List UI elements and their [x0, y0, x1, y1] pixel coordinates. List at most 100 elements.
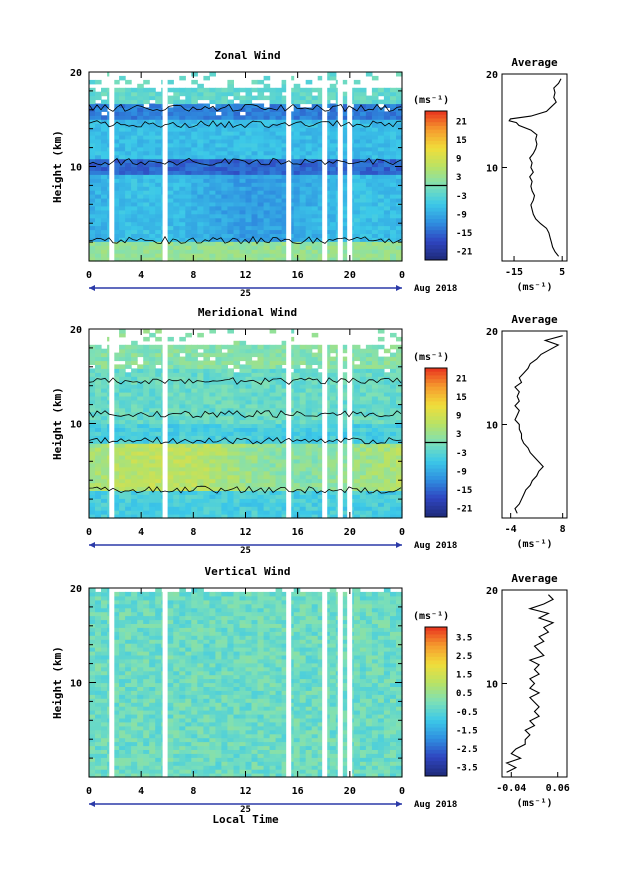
- heatmap-cell: [119, 198, 126, 203]
- heatmap-cell: [95, 372, 102, 377]
- heatmap-cell: [251, 150, 259, 156]
- heatmap-cell: [215, 178, 222, 183]
- heatmap-cell: [269, 154, 277, 160]
- heatmap-cell: [191, 190, 198, 195]
- colorbar-swatch: [425, 207, 447, 212]
- heatmap-cell: [179, 415, 186, 421]
- heatmap-cell: [341, 154, 349, 160]
- average-title: Average: [511, 56, 558, 69]
- heatmap-cell: [341, 486, 349, 491]
- heatmap-cell: [179, 439, 186, 444]
- heatmap-cell: [209, 506, 216, 511]
- heatmap-cell: [269, 237, 277, 242]
- heatmap-cell: [293, 174, 301, 179]
- heatmap-cell: [281, 506, 289, 511]
- heatmap-cell: [203, 103, 210, 108]
- heatmap-cell: [89, 631, 96, 636]
- heatmap-cell: [269, 411, 277, 417]
- heatmap-cell: [173, 466, 180, 472]
- heatmap-cell: [143, 376, 150, 381]
- heatmap-cell: [185, 146, 192, 152]
- heatmap-cell: [275, 466, 283, 472]
- heatmap-cell: [209, 150, 216, 156]
- heatmap-cell: [125, 103, 132, 108]
- heatmap-cell: [185, 466, 192, 472]
- heatmap-cell: [131, 174, 138, 179]
- heatmap-cell: [89, 698, 96, 703]
- heatmap-cell: [89, 714, 96, 719]
- heatmap-cell: [149, 380, 156, 385]
- heatmap-cell: [95, 360, 102, 365]
- heatmap-cell: [317, 462, 325, 468]
- heatmap-cell: [185, 138, 192, 144]
- heatmap-cell: [257, 506, 265, 511]
- heatmap-cell: [101, 107, 108, 112]
- heatmap-cell: [341, 494, 349, 499]
- heatmap-cell: [113, 198, 120, 203]
- heatmap-cell: [203, 455, 210, 460]
- heatmap-cell: [263, 478, 271, 484]
- heatmap-cell: [137, 146, 144, 152]
- heatmap-cell: [390, 423, 397, 428]
- heatmap-cell: [317, 348, 325, 354]
- heatmap-cell: [383, 372, 391, 377]
- heatmap-cell: [119, 135, 126, 140]
- heatmap-cell: [113, 221, 120, 227]
- heatmap-cell: [227, 348, 234, 354]
- heatmap-cell: [155, 182, 162, 187]
- heatmap-cell: [293, 95, 301, 101]
- heatmap-cell: [233, 466, 241, 472]
- heatmap-cell: [209, 111, 216, 116]
- heatmap-cell: [275, 502, 283, 507]
- heatmap-cell: [149, 431, 156, 436]
- heatmap-cell: [390, 182, 397, 187]
- heatmap-cell: [101, 182, 108, 187]
- heatmap-cell: [257, 107, 265, 112]
- heatmap-cell: [365, 190, 373, 195]
- heatmap-cell: [293, 158, 301, 164]
- heatmap-cell: [251, 209, 259, 215]
- heatmap-cell: [390, 514, 397, 519]
- heatmap-cell: [341, 245, 349, 250]
- heatmap-cell: [263, 384, 271, 389]
- heatmap-cell: [281, 498, 289, 503]
- heatmap-cell: [125, 95, 132, 101]
- heatmap-cell: [221, 478, 228, 484]
- heatmap-cell: [371, 146, 379, 152]
- heatmap-cell: [390, 135, 397, 140]
- heatmap-cell: [119, 415, 126, 421]
- heatmap-cell: [197, 431, 204, 436]
- heatmap-cell: [353, 79, 361, 85]
- heatmap-cell: [125, 249, 132, 254]
- heatmap-cell: [275, 99, 283, 105]
- heatmap-cell: [365, 115, 373, 120]
- heatmap-cell: [209, 388, 216, 393]
- heatmap-cell: [317, 478, 325, 484]
- heatmap-cell: [329, 87, 337, 93]
- heatmap-cell: [396, 194, 403, 199]
- heatmap-cell: [221, 403, 228, 409]
- heatmap-cell: [353, 154, 361, 160]
- heatmap-cell: [89, 403, 96, 409]
- heatmap-cell: [143, 178, 150, 183]
- heatmap-cell: [257, 419, 265, 425]
- heatmap-cell: [125, 384, 132, 389]
- heatmap-cell: [215, 198, 222, 203]
- heatmap-cell: [131, 209, 138, 215]
- heatmap-cell: [197, 435, 204, 440]
- heatmap-cell: [245, 344, 253, 350]
- heatmap-cell: [293, 498, 301, 503]
- heatmap-cell: [113, 443, 120, 448]
- colorbar-swatch: [425, 502, 447, 507]
- heatmap-cell: [371, 190, 379, 195]
- heatmap-cell: [293, 194, 301, 199]
- heatmap-cell: [131, 135, 138, 140]
- heatmap-cell: [149, 388, 156, 393]
- heatmap-cell: [221, 249, 228, 254]
- heatmap-cell: [305, 462, 313, 468]
- heatmap-cell: [131, 392, 138, 397]
- heatmap-cell: [185, 510, 192, 515]
- heatmap-cell: [155, 249, 162, 254]
- y-axis-label: Height (km): [51, 130, 64, 203]
- heatmap-cell: [311, 451, 319, 456]
